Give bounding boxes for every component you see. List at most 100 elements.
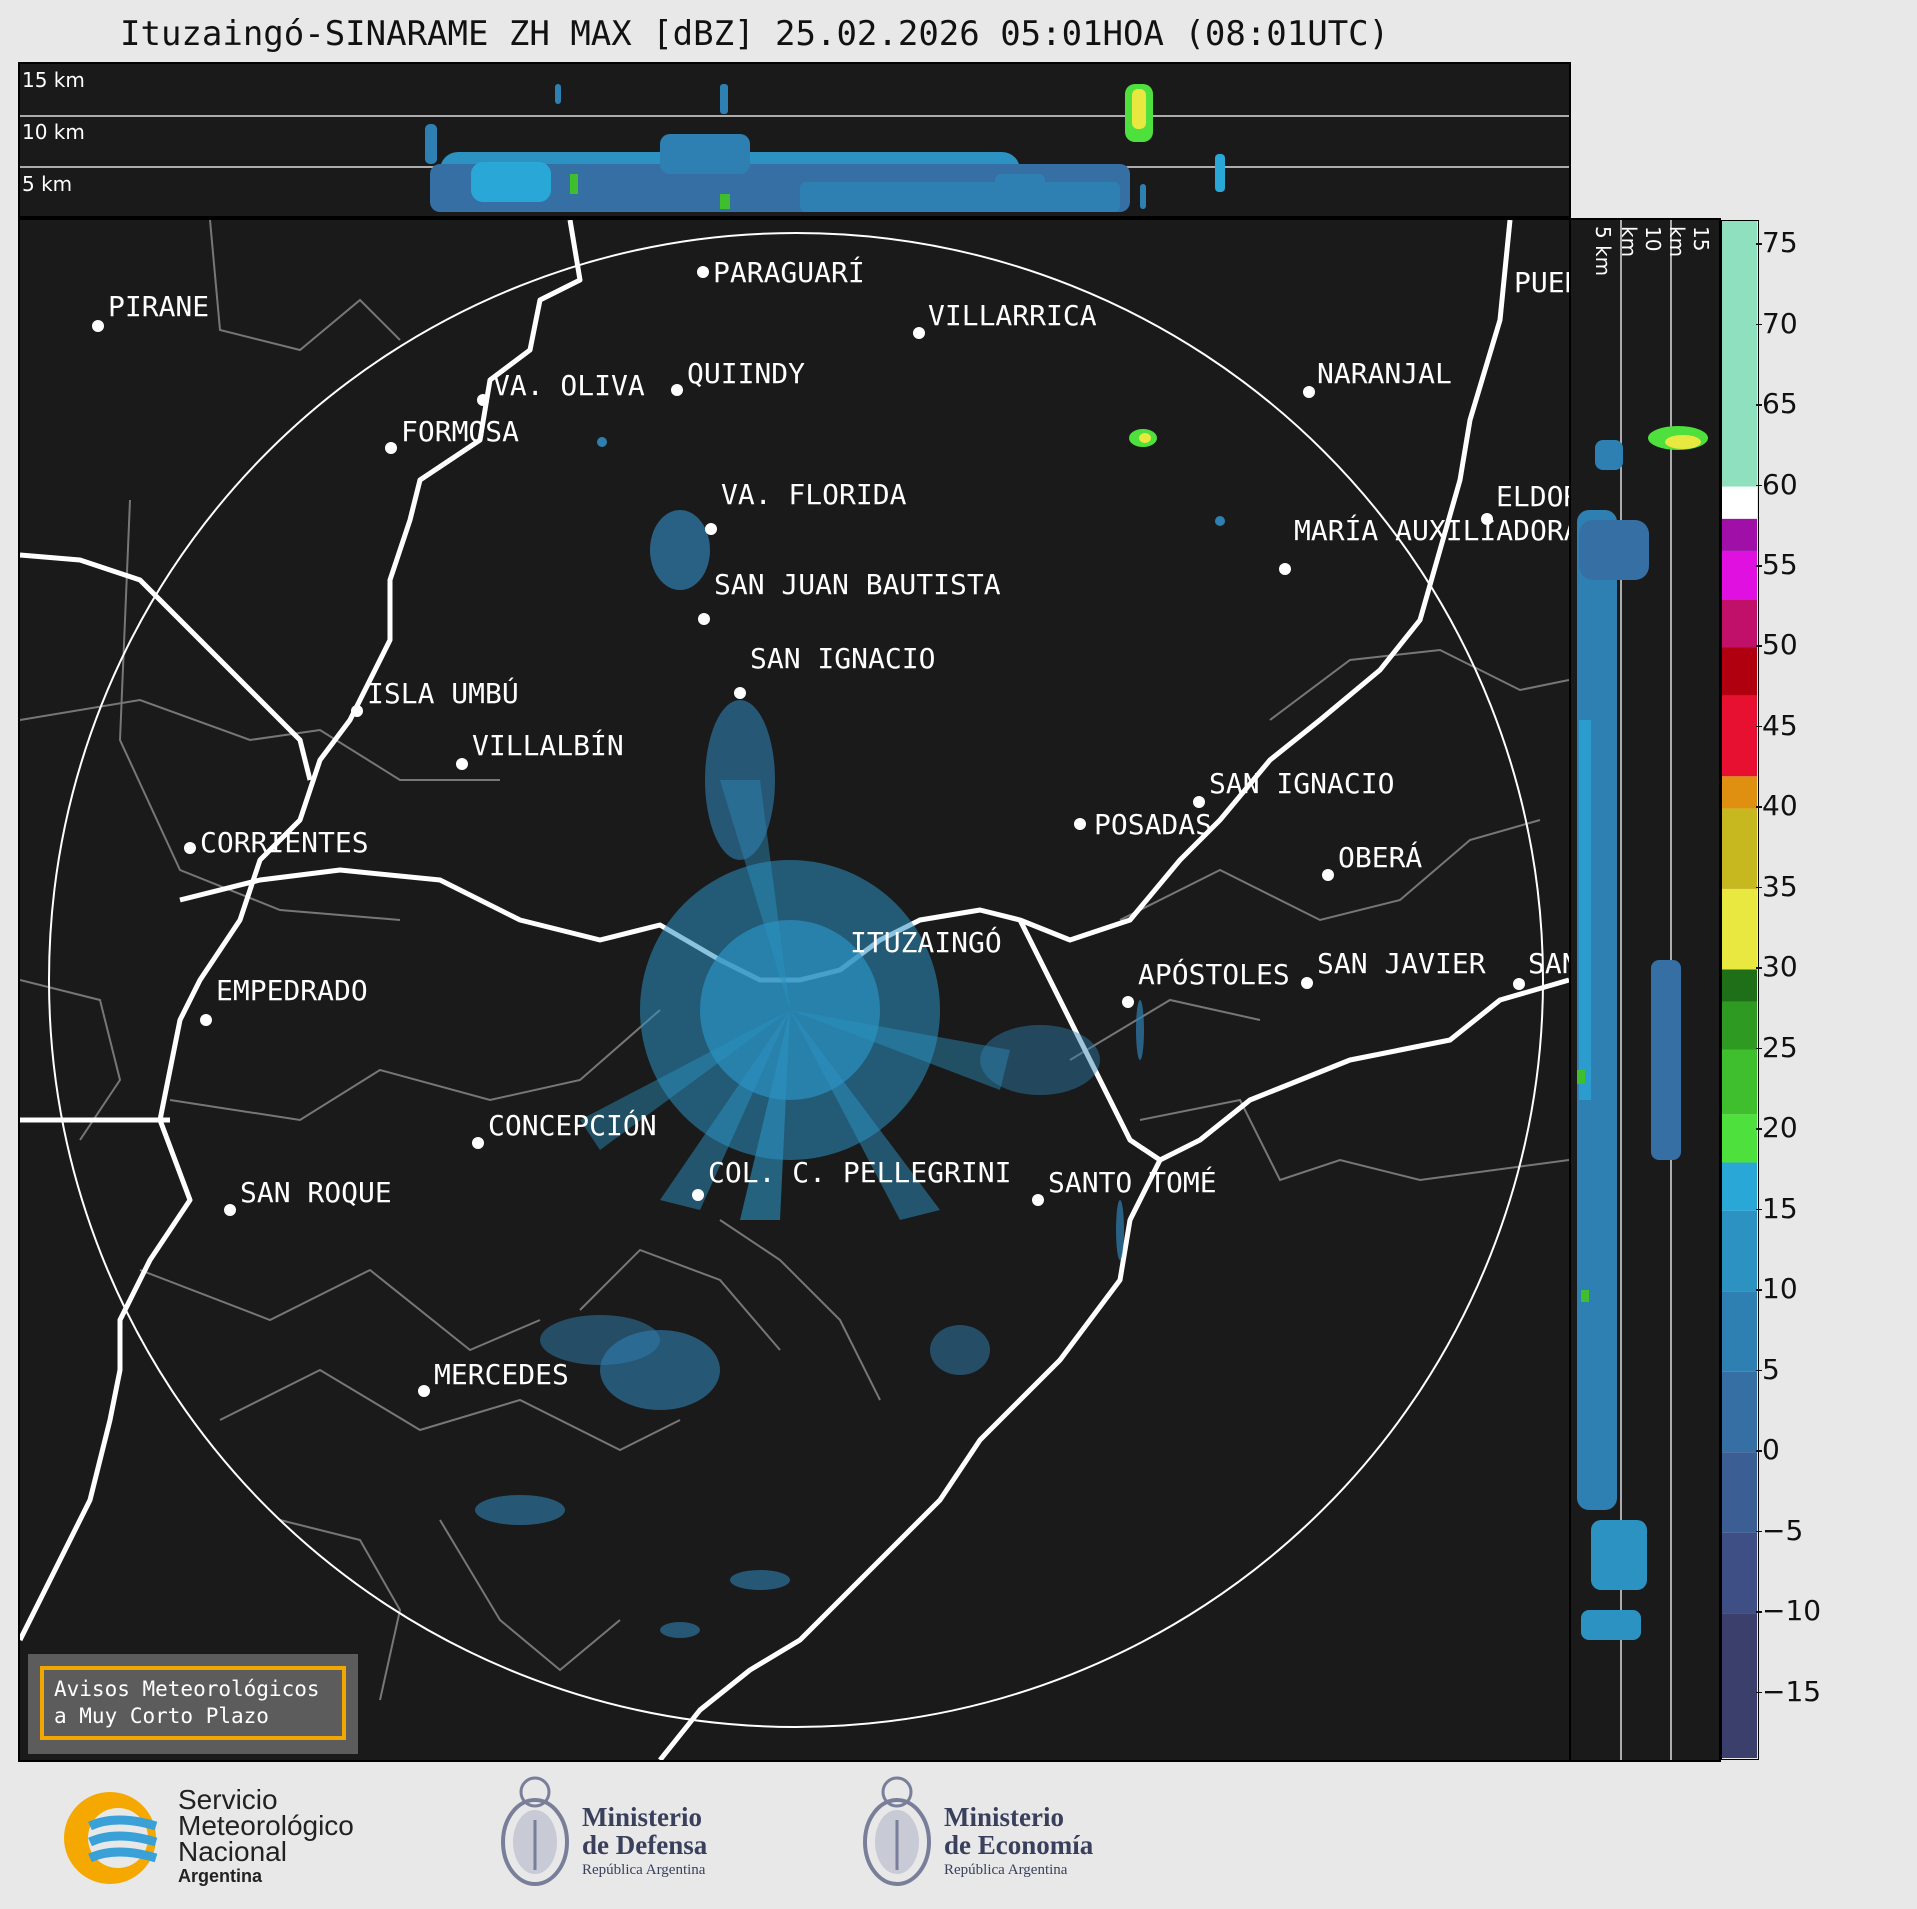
city-label-corrientes: CORRIENTES: [200, 826, 369, 859]
colorbar-band-11: [1722, 888, 1757, 970]
city-label-san-vicente: SAN VICENTE: [1528, 947, 1569, 980]
smn-line-4: Argentina: [178, 1866, 263, 1886]
colorbar-band-7: [1722, 1114, 1757, 1163]
smn-line-2: Meteorológico: [178, 1810, 354, 1841]
colorbar-tick-label: −15: [1755, 1674, 1822, 1708]
city-label-paraguari: PARAGUARÍ: [713, 255, 865, 289]
city-corrientes: CORRIENTES: [184, 826, 369, 859]
colorbar-tick-label: 75: [1756, 226, 1798, 260]
colorbar-band-4: [1722, 1291, 1757, 1372]
colorbar-tick-label: 5: [1756, 1352, 1780, 1386]
radar-echoes: [475, 429, 1225, 1638]
city-label-san-javier: SAN JAVIER: [1317, 947, 1486, 980]
city-mercedes: MERCEDES: [418, 1358, 569, 1397]
chart-title: Ituzaingó-SINARAME ZH MAX [dBZ] 25.02.20…: [120, 14, 1390, 54]
colorbar-tick-label: 70: [1756, 306, 1798, 340]
defensa-line-2: de Defensa: [582, 1830, 708, 1860]
defensa-logo: Ministerio de Defensa República Argentin…: [494, 1770, 754, 1900]
city-formosa: FORMOSA: [385, 415, 519, 454]
colorbar-band-6: [1722, 1162, 1757, 1211]
city-eldorado: ELDORADO: [1481, 480, 1569, 525]
colorbar-tick-label: 65: [1756, 387, 1798, 421]
colorbar-band-20: [1722, 221, 1757, 487]
colorbar-band-19: [1722, 486, 1757, 519]
colorbar-tick-label: −5: [1755, 1513, 1804, 1547]
city-apostoles: APÓSTOLES: [1122, 957, 1290, 1008]
city-villalbin: VILLALBÍN: [456, 728, 624, 770]
colorbar-band-5: [1722, 1210, 1757, 1292]
city-label-maria-auxiliadora: MARÍA AUXILIADORA: [1294, 513, 1569, 547]
colorbar-band-12: [1722, 808, 1757, 889]
city-label-naranjal: NARANJAL: [1317, 357, 1452, 390]
city-villarrica: VILLARRICA: [913, 299, 1097, 339]
city-san-ignacio-ar: SAN IGNACIO: [1193, 767, 1394, 808]
range-ring: [48, 232, 1544, 1728]
city-posadas: POSADAS: [1074, 808, 1212, 841]
colorbar-tick-label: 0: [1756, 1433, 1780, 1467]
side-altitude-label-5: 5 km: [1591, 226, 1615, 277]
colorbar-band-1: [1722, 1532, 1757, 1614]
colorbar-tick-label: 20: [1756, 1111, 1798, 1145]
colorbar-band-16: [1722, 599, 1757, 648]
smn-line-3: Nacional: [178, 1836, 287, 1867]
coat-of-arms-icon: [863, 1776, 931, 1886]
colorbar-tick-label: 35: [1756, 869, 1798, 903]
top-cross-section-echoes: [20, 84, 1569, 212]
city-va-florida: VA. FLORIDA: [705, 478, 907, 535]
colorbar-tick-label: 30: [1756, 950, 1798, 984]
city-label-concepcion: CONCEPCIÓN: [488, 1108, 657, 1142]
city-label-villarrica: VILLARRICA: [928, 299, 1097, 332]
colorbar-tick-label: 45: [1756, 708, 1798, 742]
city-col-c-pellegrini: COL. C. PELLEGRINI: [692, 1156, 1011, 1201]
city-markers: PARAGUARÍ PIRANE VILLARRICA QUIINDY VA. …: [92, 255, 1569, 1397]
colorbar-band-13: [1722, 776, 1757, 809]
city-label-isla-umbu: ISLA UMBÚ: [367, 676, 519, 710]
city-santo-tome: SANTO TOMÉ: [1032, 1165, 1217, 1206]
colorbar-tick-label: 15: [1756, 1191, 1798, 1225]
smn-line-1: Servicio: [178, 1784, 278, 1815]
alert-box: Avisos Meteorológicos a Muy Corto Plazo: [28, 1654, 358, 1754]
city-label-apostoles: APÓSTOLES: [1138, 957, 1290, 991]
city-san-juan-bautista: SAN JUAN BAUTISTA: [698, 568, 1001, 625]
alert-line-1: Avisos Meteorológicos: [54, 1677, 320, 1701]
radar-map-panel: PARAGUARÍ PIRANE VILLARRICA QUIINDY VA. …: [18, 218, 1571, 1762]
economia-line-2: de Economía: [944, 1830, 1094, 1860]
colorbar-bands: [1722, 221, 1757, 1758]
city-label-puerto-esperanza: PUERTO ESPERANZA: [1514, 266, 1569, 299]
city-empedrado: EMPEDRADO: [200, 974, 368, 1026]
city-pirane: PIRANE: [92, 290, 209, 332]
side-altitude-label-15: 15 km: [1665, 226, 1713, 258]
city-label-formosa: FORMOSA: [401, 415, 519, 448]
defensa-line-3: República Argentina: [582, 1862, 706, 1878]
colorbar-band-15: [1722, 647, 1757, 696]
city-label-villalbin: VILLALBÍN: [472, 728, 624, 762]
city-label-posadas: POSADAS: [1094, 808, 1212, 841]
colorbar-tick-label: 50: [1756, 628, 1798, 662]
city-label-va-oliva: VA. OLIVA: [493, 369, 645, 402]
city-san-roque: SAN ROQUE: [224, 1176, 392, 1216]
city-label-va-florida: VA. FLORIDA: [721, 478, 907, 511]
side-cross-section-panel: 5 km 10 km 15 km: [1569, 218, 1721, 1762]
coat-of-arms-icon: [501, 1776, 569, 1886]
top-altitude-label-15: 15 km: [22, 68, 85, 92]
city-quiindy: QUIINDY: [671, 357, 805, 396]
colorbar-tick-label: 60: [1756, 467, 1798, 501]
city-maria-auxiliadora: MARÍA AUXILIADORA: [1279, 513, 1569, 575]
colorbar-band-18: [1722, 518, 1757, 551]
colorbar-band-0: [1722, 1613, 1757, 1758]
city-label-pirane: PIRANE: [108, 290, 209, 323]
city-label-col-c-pellegrini: COL. C. PELLEGRINI: [708, 1156, 1011, 1189]
city-label-quiindy: QUIINDY: [687, 357, 805, 390]
colorbar-band-10: [1722, 969, 1757, 1002]
city-puerto-esperanza: PUERTO ESPERANZA: [1514, 266, 1569, 299]
city-va-oliva: VA. OLIVA: [477, 369, 645, 406]
colorbar-band-9: [1722, 1001, 1757, 1050]
city-label-san-roque: SAN ROQUE: [240, 1176, 392, 1209]
smn-logo-icon: [64, 1792, 158, 1884]
side-altitude-label-10: 10 km: [1617, 226, 1665, 258]
colorbar-band-8: [1722, 1049, 1757, 1115]
radar-map: PARAGUARÍ PIRANE VILLARRICA QUIINDY VA. …: [20, 220, 1569, 1760]
city-san-vicente: SAN VICENTE: [1513, 947, 1569, 990]
city-label-san-juan-bautista: SAN JUAN BAUTISTA: [714, 568, 1001, 601]
city-paraguari: PARAGUARÍ: [697, 255, 865, 289]
